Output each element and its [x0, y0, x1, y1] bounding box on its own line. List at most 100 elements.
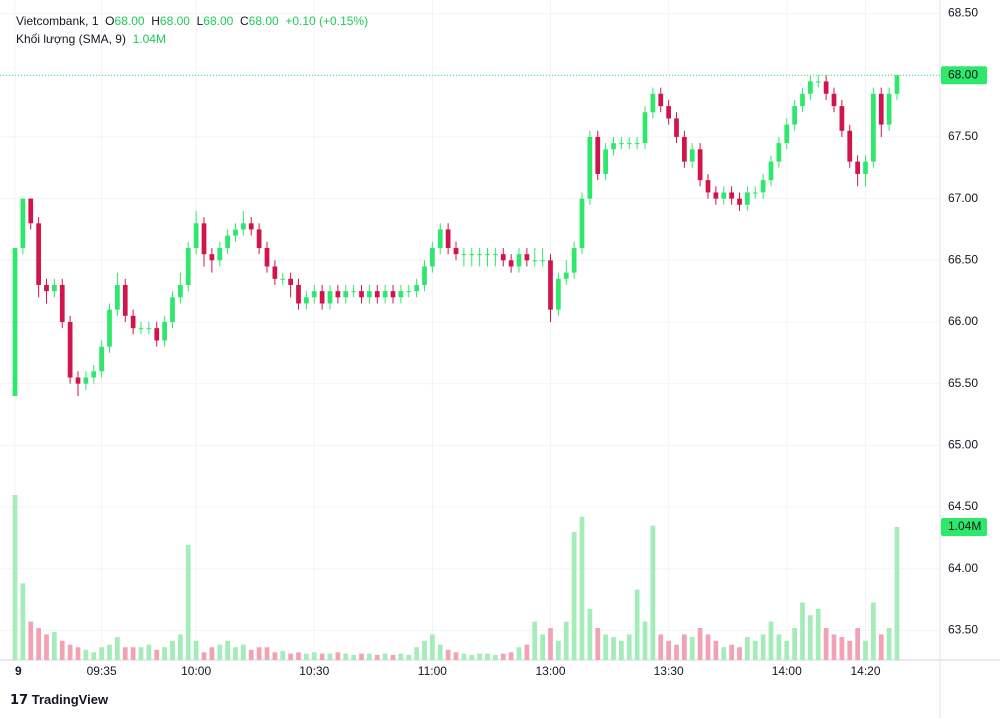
volume-bar — [390, 654, 396, 660]
x-tick-label: 11:00 — [418, 664, 447, 678]
candle-body — [737, 198, 742, 205]
candle-body — [146, 328, 152, 330]
volume-bar — [595, 628, 601, 660]
volume-bar — [871, 602, 876, 660]
candle-body — [776, 143, 782, 162]
volume-bar — [264, 647, 270, 660]
volume-bar — [752, 640, 758, 660]
volume-bar — [532, 621, 538, 660]
candle-body — [99, 346, 104, 372]
volume-bar — [28, 621, 34, 660]
volume-bar — [611, 636, 616, 660]
volume-bar — [138, 647, 144, 660]
volume-bar — [162, 647, 167, 660]
change: +0.10 (+0.15%) — [285, 14, 369, 28]
symbol: Vietcombank, 1 — [16, 14, 99, 28]
volume-bar — [445, 649, 451, 660]
volume-bar — [59, 640, 65, 660]
volume-bar — [469, 654, 475, 660]
candle-body — [563, 272, 569, 279]
candle-body — [461, 254, 467, 256]
candle-body — [697, 149, 703, 181]
volume-bar — [705, 634, 711, 660]
y-tick-label: 67.50 — [948, 129, 978, 143]
candle-body — [107, 309, 112, 347]
volume-bar — [737, 647, 742, 660]
ohlc-label: L — [196, 14, 204, 28]
candle-body — [382, 291, 388, 298]
volume-bar — [721, 647, 727, 660]
volume-bar — [406, 654, 412, 660]
volume-bar — [493, 654, 498, 660]
volume-bar — [516, 647, 522, 660]
volume-bar — [154, 649, 160, 660]
volume-bar — [288, 653, 293, 660]
volume-bar — [146, 644, 152, 660]
candle-body — [170, 297, 175, 322]
y-tick-label: 65.00 — [948, 438, 978, 452]
volume-bar — [815, 608, 821, 660]
candle-body — [863, 161, 868, 174]
volume-bar — [319, 653, 325, 660]
volume-bar — [170, 640, 175, 660]
volume-bar — [878, 634, 884, 660]
candle-body — [800, 93, 805, 107]
volume-bar — [256, 647, 262, 660]
candle-body — [217, 247, 223, 261]
candle-body — [374, 291, 380, 298]
candle-body — [886, 93, 892, 125]
volume-bar — [437, 644, 443, 660]
volume-bar — [477, 653, 482, 660]
volume-bar — [760, 634, 766, 660]
candle-body — [296, 284, 301, 304]
candle-body — [603, 149, 608, 174]
y-tick-label: 63.50 — [948, 623, 978, 637]
volume-bar — [311, 652, 317, 660]
volume-bar — [280, 651, 286, 660]
volume-bar — [642, 621, 648, 660]
candle-body — [430, 247, 435, 267]
candle-body — [579, 198, 585, 248]
candle-body — [209, 254, 215, 261]
x-tick-label: 14:00 — [772, 664, 802, 678]
price-tag-label: 68.00 — [948, 67, 978, 81]
x-tick-label: 13:00 — [535, 664, 565, 678]
volume-bar — [674, 644, 679, 660]
candle-body — [524, 254, 530, 261]
volume-bar — [800, 602, 805, 660]
candle-body — [138, 328, 144, 330]
candle-body — [556, 278, 561, 310]
candle-body — [67, 321, 73, 378]
volume-bar — [398, 653, 404, 660]
candle-body — [91, 371, 97, 378]
candle-body — [154, 328, 160, 341]
ohlc-value: 68.00 — [248, 14, 279, 28]
candle-body — [752, 192, 758, 194]
volume-bar — [579, 516, 585, 660]
volume-bar — [831, 634, 837, 660]
candle-body — [666, 106, 671, 119]
volume-bar — [689, 636, 695, 660]
volume-bar — [697, 628, 703, 660]
candle-body — [59, 284, 65, 322]
volume-bar — [863, 640, 868, 660]
legend-header: Vietcombank, 1 O68.00 H68.00 L68.00 C68.… — [16, 12, 368, 48]
candle-body — [398, 291, 404, 298]
candle-body — [367, 291, 372, 298]
volume-tag — [941, 517, 987, 536]
y-tick-label: 67.00 — [948, 191, 978, 205]
y-tick-label: 64.00 — [948, 561, 978, 575]
volume-bar — [603, 634, 608, 660]
volume-value: 1.04M — [132, 32, 166, 46]
volume-bar — [83, 649, 89, 660]
candle-body — [855, 161, 860, 174]
y-tick-label: 68.50 — [948, 6, 978, 20]
volume-bar — [374, 654, 380, 660]
candle-body — [674, 118, 679, 137]
candle-body — [335, 291, 341, 298]
candle-body — [469, 254, 475, 256]
candle-body — [634, 143, 640, 145]
volume-bar — [327, 653, 333, 660]
